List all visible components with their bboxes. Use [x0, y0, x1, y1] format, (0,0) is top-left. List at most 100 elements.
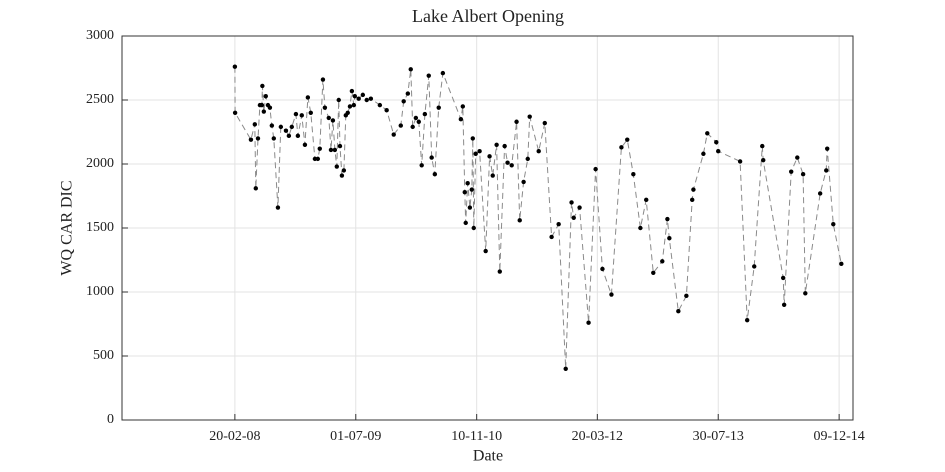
data-point: [563, 366, 568, 371]
data-point: [494, 142, 499, 147]
data-point: [556, 221, 561, 227]
data-point: [426, 73, 431, 78]
data-point: [440, 70, 446, 76]
data-point: [336, 97, 341, 103]
data-point: [248, 137, 254, 142]
data-point: [267, 105, 273, 110]
data-point: [410, 124, 415, 130]
data-point: [419, 163, 424, 168]
data-point: [490, 173, 495, 178]
data-point: [571, 215, 576, 220]
data-point: [514, 119, 519, 124]
data-point: [255, 136, 261, 141]
data-point: [667, 236, 672, 241]
data-point: [789, 169, 794, 174]
data-point: [260, 83, 265, 89]
data-point: [299, 113, 304, 118]
data-point: [326, 115, 331, 121]
data-point: [356, 96, 361, 101]
x-tick-label: 20-02-08: [209, 429, 260, 444]
data-point: [487, 154, 492, 159]
data-point: [760, 143, 765, 149]
data-point: [322, 105, 328, 110]
chart-title: Lake Albert Opening: [412, 6, 564, 26]
data-point: [317, 146, 322, 151]
data-point: [527, 114, 532, 119]
data-point: [391, 132, 396, 137]
data-point: [349, 88, 355, 94]
plot-frame: [121, 35, 854, 421]
data-point: [831, 221, 836, 227]
data-point: [384, 108, 389, 113]
y-tick-label: 500: [93, 348, 114, 363]
y-tick-label: 1500: [86, 220, 114, 235]
data-point: [283, 128, 289, 133]
data-point: [334, 164, 339, 169]
data-point: [505, 160, 510, 165]
data-point: [302, 142, 308, 147]
data-point: [347, 104, 353, 109]
x-axis-label: Date: [473, 448, 503, 465]
data-point: [308, 110, 313, 116]
data-point: [660, 259, 665, 264]
data-point: [364, 97, 369, 103]
x-tick-label: 09-12-14: [813, 429, 864, 444]
data-point: [305, 95, 311, 100]
y-tick-label: 0: [107, 412, 114, 427]
data-point: [705, 131, 710, 136]
data-point: [432, 172, 438, 177]
y-axis-label: WQ CAR DIC: [59, 180, 76, 275]
data-point: [817, 191, 823, 196]
data-point: [467, 205, 473, 210]
data-point: [577, 205, 582, 210]
data-point: [714, 140, 719, 145]
data-point: [469, 187, 475, 192]
data-point: [337, 143, 343, 149]
data-point: [690, 197, 695, 203]
data-point: [253, 186, 258, 191]
data-point: [232, 110, 238, 116]
data-point: [252, 122, 258, 127]
data-point: [401, 99, 406, 104]
data-point: [261, 109, 267, 114]
data-point: [405, 91, 411, 96]
data-point: [800, 172, 806, 177]
data-point: [684, 293, 689, 299]
data-point: [744, 317, 750, 323]
data-point: [315, 156, 321, 162]
data-point: [275, 205, 281, 210]
data-point: [286, 133, 292, 139]
data-point: [473, 151, 478, 156]
data-point: [293, 111, 299, 117]
data-point: [497, 269, 502, 274]
x-tick-label: 10-11-10: [451, 429, 502, 444]
data-point: [761, 157, 766, 163]
data-point: [780, 275, 786, 281]
data-point: [752, 264, 757, 269]
data-point: [737, 159, 743, 164]
data-point: [360, 92, 366, 98]
data-point: [341, 168, 347, 173]
data-point: [416, 119, 421, 124]
data-point: [463, 220, 468, 226]
data-point: [465, 181, 470, 186]
data-point: [483, 248, 488, 254]
data-point: [269, 123, 275, 128]
data-point: [345, 110, 350, 116]
data-point: [320, 77, 326, 82]
y-tick-label: 2500: [86, 92, 114, 107]
data-point: [462, 189, 467, 195]
data-point: [330, 118, 336, 123]
y-tick-label: 1000: [86, 284, 114, 299]
data-point: [429, 155, 434, 160]
data-point: [278, 124, 284, 130]
data-point: [525, 156, 530, 162]
y-tick-label: 3000: [86, 28, 114, 43]
x-tick-label: 01-07-09: [330, 429, 381, 444]
data-point: [377, 102, 383, 108]
data-point: [569, 200, 574, 205]
data-point: [542, 120, 547, 126]
data-point: [803, 291, 808, 296]
